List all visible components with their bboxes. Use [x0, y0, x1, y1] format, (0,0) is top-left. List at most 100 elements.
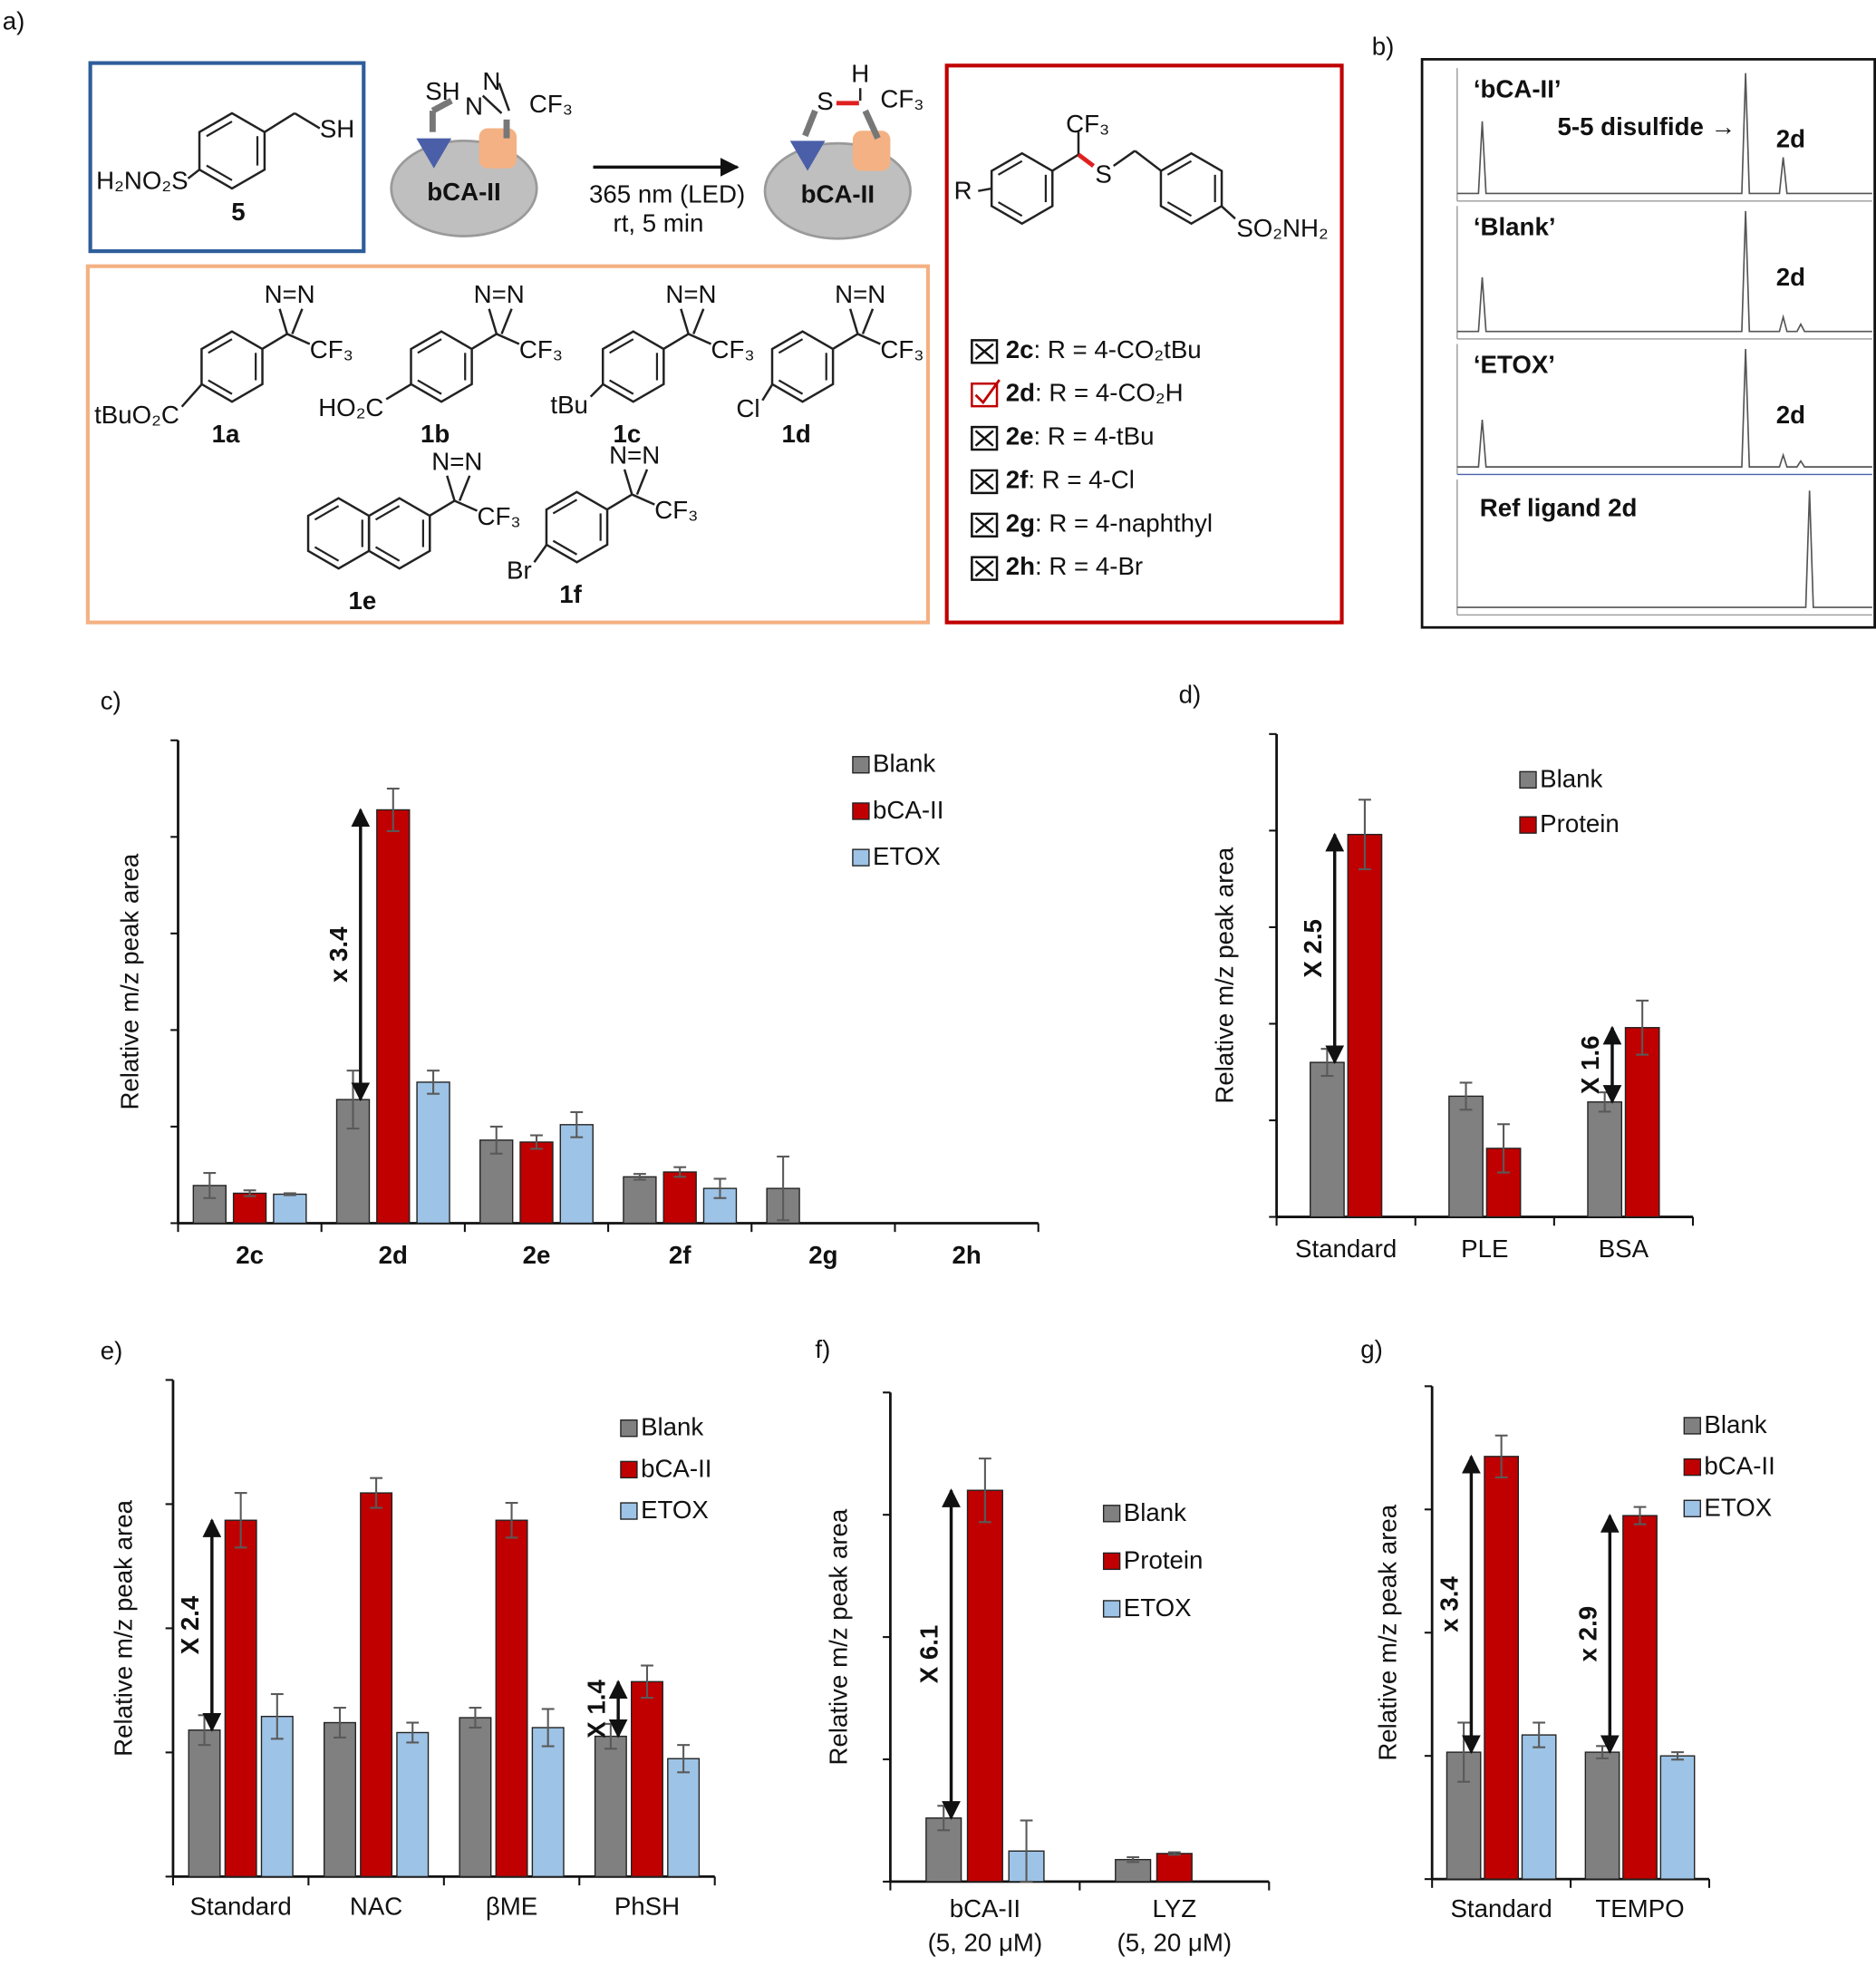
bar [273, 1193, 307, 1225]
bond [1220, 205, 1236, 220]
bar [1587, 1101, 1623, 1218]
bond [692, 308, 705, 334]
error-bar [978, 1458, 991, 1524]
fold-label: X 2.5 [1299, 919, 1327, 978]
error-bar [541, 1708, 555, 1748]
peak-label: 2d [1776, 401, 1805, 429]
trace-name: ‘ETOX’ [1474, 351, 1555, 379]
y-axis-label: Relative m/z peak area [1211, 847, 1239, 1103]
x-tick-label: 2e [523, 1241, 551, 1269]
fold-label: X 1.6 [1576, 1035, 1604, 1094]
bond [454, 499, 478, 512]
bond [974, 343, 994, 361]
legend-label: Protein [1540, 809, 1620, 838]
double-bond [374, 505, 401, 521]
error-bar [1358, 799, 1371, 871]
bond [1112, 150, 1136, 168]
error-bar [469, 1707, 482, 1729]
compound-box [88, 61, 366, 254]
legend-label: Blank [1540, 764, 1602, 792]
formula-label: H₂NO₂S [96, 166, 188, 194]
legend-swatch [852, 802, 870, 820]
bond [533, 544, 548, 563]
error-bar [334, 1707, 346, 1738]
legend-swatch [852, 756, 870, 774]
hydrogen-label: H [851, 60, 869, 88]
x-tick-label: PhSH [614, 1892, 680, 1920]
bond [286, 333, 311, 345]
panel-label: g) [1360, 1335, 1383, 1363]
bond [974, 430, 994, 447]
condition: rt, 5 min [613, 208, 703, 237]
bar [323, 1721, 356, 1878]
error-bar [570, 1110, 584, 1138]
hit-id: 2h [1006, 553, 1035, 581]
bar-chart: d) Standard PLE BSA Blank Protein Relative m/z… [1179, 681, 1695, 1263]
peak-annotation: 5-5 disulfide → [1558, 112, 1736, 140]
bar [1584, 1751, 1620, 1880]
bond [458, 475, 471, 501]
x-tick-label: bCA-II [950, 1894, 1020, 1922]
legend-swatch [1519, 816, 1537, 834]
x-tick-label: Standard [190, 1892, 292, 1920]
diazirine: N=N [431, 447, 482, 475]
bond [861, 308, 875, 334]
bar [1484, 1456, 1519, 1880]
sulfur-label: S [1095, 160, 1111, 188]
bond [635, 469, 649, 496]
bar-chart: g) Standard TEMPO Blank bCA-II ETOX Relative m… [1360, 1335, 1775, 1922]
error-bar [427, 1070, 440, 1095]
x-tick-label: 2f [669, 1241, 691, 1269]
hit-item: 2f: R = 4-Cl [1006, 466, 1135, 494]
panel-label: e) [101, 1336, 123, 1364]
y-axis-label: Relative m/z peak area [1373, 1504, 1401, 1760]
trace [1456, 490, 1872, 608]
diazirine-n: N [465, 92, 483, 121]
x-tick-sublabel: (5, 20 μM) [1117, 1928, 1233, 1956]
legend-swatch [1102, 1600, 1121, 1618]
double-bond [609, 379, 634, 395]
bond [180, 383, 203, 408]
diazirine: N=N [265, 280, 315, 308]
x-tick-label: NAC [350, 1892, 402, 1920]
bond [264, 111, 295, 133]
bar [376, 809, 411, 1225]
hit-id: 2d [1006, 379, 1035, 407]
hit-id: 2c [1006, 335, 1034, 363]
diazirine-n: N [482, 67, 500, 95]
legend-label: Blank [873, 750, 935, 778]
trace-name: ‘bCA-II’ [1474, 74, 1562, 102]
bond [278, 308, 289, 334]
x-tick-label: Standard [1295, 1235, 1397, 1263]
cf3-label: CF₃ [1066, 110, 1109, 138]
bar-chart: c) 2c 2d 2e 2f 2g 2h Blank bCA-II ETOX Relative m/… [101, 687, 1040, 1269]
cf3-label: CF₃ [654, 496, 698, 524]
legend-swatch [1519, 770, 1537, 789]
bond [589, 383, 604, 398]
bond [862, 109, 881, 140]
bond [848, 308, 859, 334]
bar [1624, 1027, 1660, 1218]
legend-label: ETOX [1124, 1593, 1192, 1622]
y-axis-label: Relative m/z peak area [116, 853, 144, 1109]
bond [496, 333, 520, 345]
double-bond [314, 546, 340, 562]
bar [594, 1735, 627, 1878]
hit-text: : R = 4-Cl [1028, 466, 1135, 494]
bar [1622, 1515, 1658, 1880]
trace [1456, 210, 1872, 333]
legend-swatch [1683, 1458, 1701, 1477]
error-bar [777, 1155, 790, 1222]
hit-item: 2h: R = 4-Br [1006, 553, 1143, 581]
bond [498, 82, 510, 111]
probe-label: 1b [421, 420, 450, 448]
hit-text: : R = 4-naphthyl [1035, 509, 1213, 538]
double-bond [778, 338, 804, 354]
bar [966, 1489, 1003, 1883]
bond [680, 308, 690, 334]
chromatogram: ‘bCA-II’ 2d 5-5 disulfide → ‘Blank’ 2d ‘ETOX’… [1456, 68, 1872, 616]
error-bar [1533, 1721, 1546, 1748]
legend-label: Blank [1124, 1498, 1186, 1526]
error-bar [386, 787, 400, 832]
double-bond [314, 505, 340, 521]
